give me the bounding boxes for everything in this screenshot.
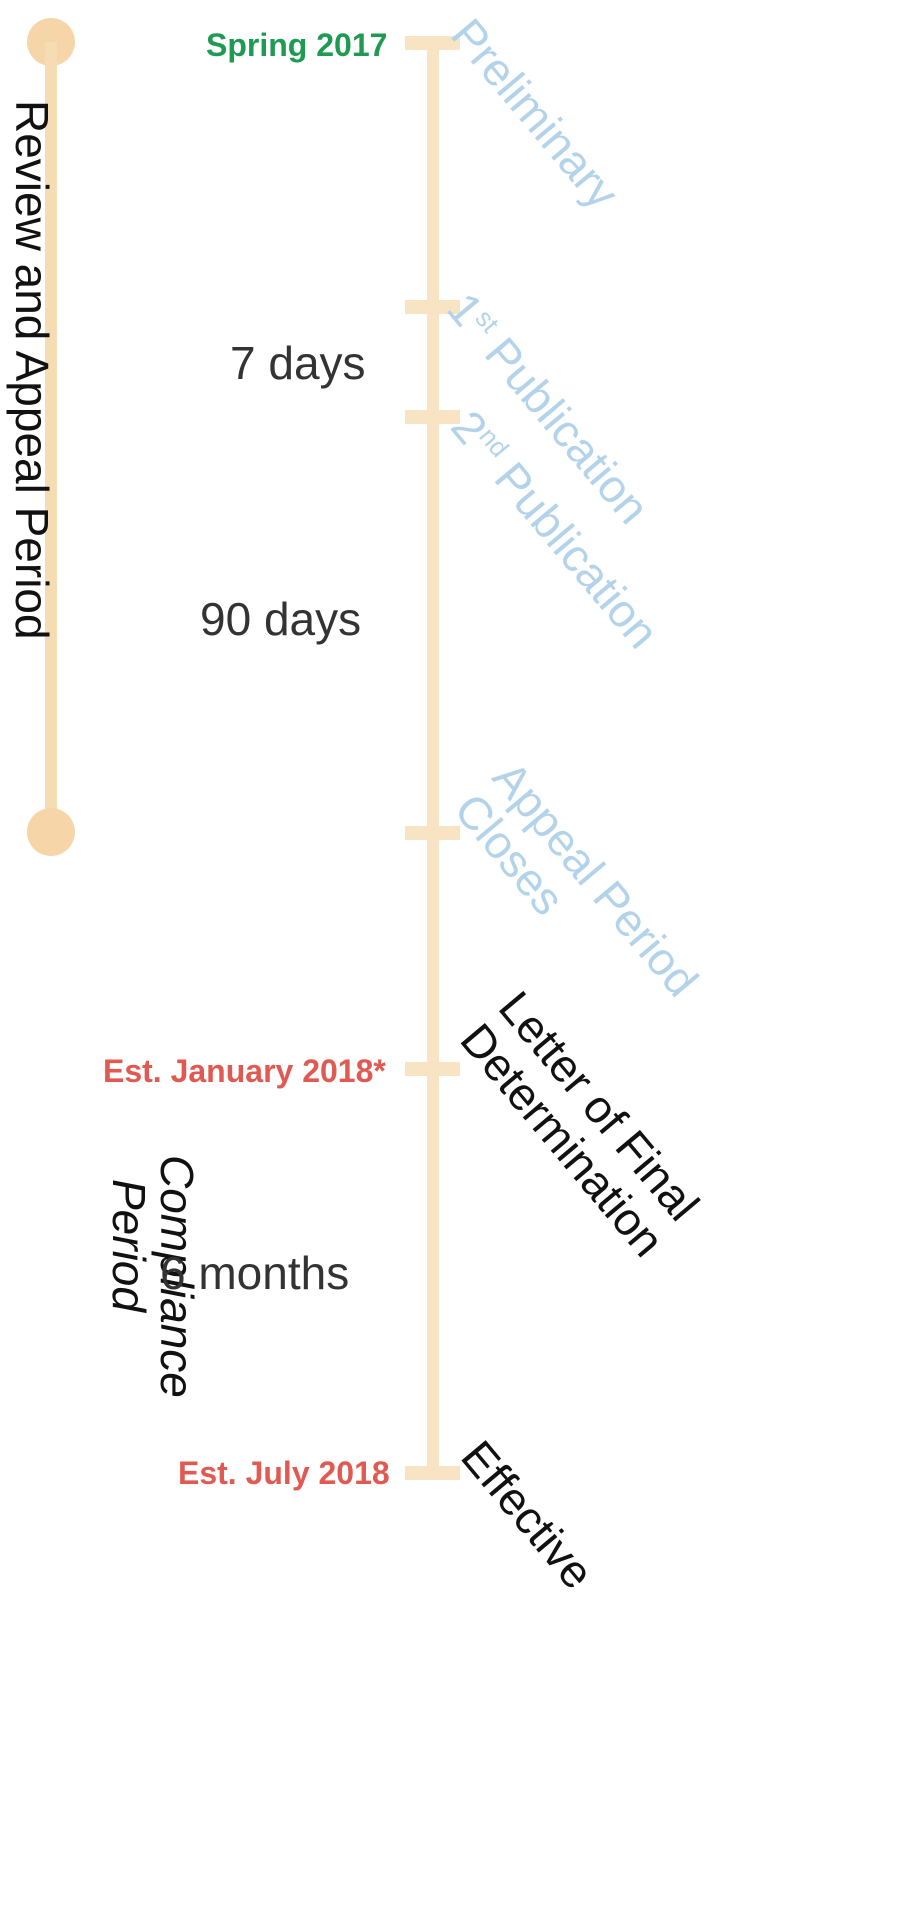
tick-effective (405, 1466, 460, 1480)
date-spring-2017: Spring 2017 (206, 27, 388, 63)
timeline-axis (427, 40, 439, 1475)
duration-7-days: 7 days (230, 337, 366, 389)
review-period-end-dot (27, 808, 75, 856)
tick-preliminary (405, 36, 460, 50)
stage-preliminary: Preliminary (441, 8, 630, 219)
review-period-bar (45, 42, 57, 832)
tick-second-publication (405, 410, 460, 424)
date-est-july-2018: Est. July 2018 (178, 1455, 390, 1491)
compliance-label-line2: Period (103, 1179, 155, 1312)
tick-first-publication (405, 300, 460, 314)
duration-90-days: 90 days (200, 593, 362, 645)
duration-6-months: 6 months (160, 1247, 350, 1299)
date-est-january-2018: Est. January 2018* (103, 1053, 386, 1089)
stage-appeal-period-closes: Appeal Period Closes (445, 751, 709, 1038)
stage-letter-of-final-determination: Letter of Final Determination (451, 981, 712, 1266)
review-appeal-period-label: Review and Appeal Period (6, 100, 58, 640)
tick-letter-final (405, 1062, 460, 1076)
tick-appeal-closes (405, 826, 460, 840)
stage-effective: Effective (451, 1430, 605, 1599)
